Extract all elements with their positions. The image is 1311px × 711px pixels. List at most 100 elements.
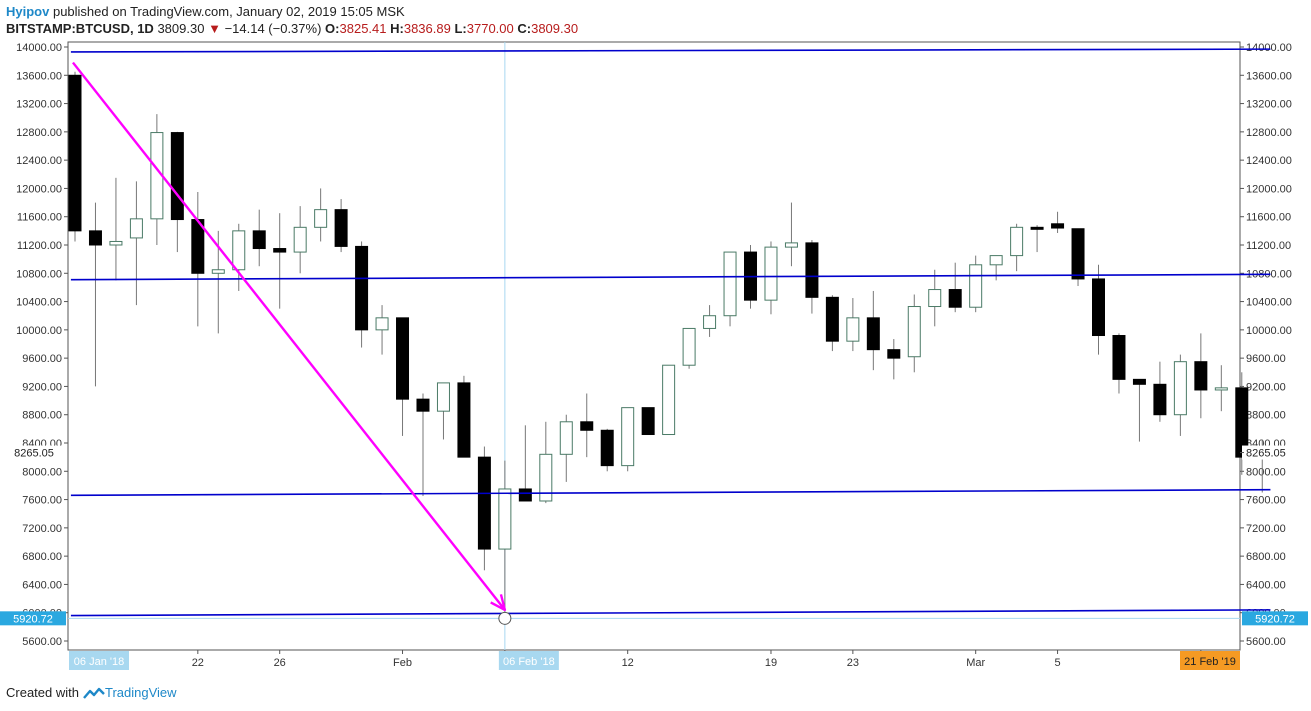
x-tick-label: 26 [274, 657, 286, 669]
y-tick-label-left: 8800.00 [22, 410, 62, 422]
candle-body-down [457, 382, 471, 458]
candle-body-down [252, 230, 266, 250]
candle-body-down [1235, 387, 1249, 458]
candle-body-down [1194, 361, 1208, 391]
date-tag [498, 651, 559, 670]
open-value: 3825.41 [339, 21, 387, 36]
candle-body-down [1071, 228, 1085, 280]
y-tick-label-right: 13200.00 [1246, 99, 1292, 111]
candle-body-down [1092, 278, 1105, 337]
candle-body-up [1214, 387, 1228, 391]
candle-body-down [887, 349, 901, 359]
y-tick-label-right: 10000.00 [1246, 325, 1292, 337]
candle-body-up [314, 209, 328, 228]
candle-body-down [600, 429, 614, 467]
y-tick-label-right: 6800.00 [1246, 551, 1286, 563]
candle-body-down [355, 245, 369, 331]
candle-body-up [703, 315, 717, 329]
trendline-mid-upper[interactable] [70, 273, 1271, 281]
candle-body-up [907, 306, 921, 358]
down-triangle-icon: ▼ [208, 21, 221, 36]
candle-body-down [1030, 226, 1044, 230]
y-tick-label-right: 13600.00 [1246, 70, 1292, 82]
x-tick-label: 19 [765, 657, 777, 669]
tradingview-brand[interactable]: TradingView [83, 685, 177, 700]
arrow-line[interactable] [72, 61, 506, 611]
price-tag-left [0, 611, 66, 626]
trendline-support-bottom[interactable] [70, 609, 1271, 617]
y-tick-label-left: 12000.00 [16, 183, 62, 195]
y-tick-label-left: 10800.00 [16, 268, 62, 280]
open-label: O: [325, 21, 340, 36]
candle-body-up [784, 242, 798, 248]
date-tag-label: 06 Jan '18 [74, 656, 124, 668]
candle-body-up [109, 240, 123, 246]
candle-body-up [436, 382, 450, 412]
candle-body-down [334, 209, 348, 247]
candle-body-down [948, 289, 962, 308]
close-label: C: [517, 21, 532, 36]
y-tick-label-right: 9600.00 [1246, 353, 1286, 365]
candle-body-up [375, 317, 389, 331]
candle-body-up [621, 407, 635, 467]
symbol-legend: BITSTAMP:BTCUSD, 1D 3809.30 ▼ −14.14 (−0… [6, 21, 578, 36]
symbol-name: BITSTAMP:BTCUSD, 1D [6, 21, 154, 36]
y-tick-label-left: 8000.00 [22, 466, 62, 478]
created-with-text: Created with [6, 685, 79, 700]
candle-body-up [539, 453, 553, 502]
date-tag-label: 06 Feb '18 [503, 656, 555, 668]
low-value: 3770.00 [466, 21, 514, 36]
current-price-tag-left [0, 445, 66, 460]
candle-body-down [641, 407, 655, 436]
y-tick-label-left: 14000.00 [16, 42, 62, 54]
published-text: published on TradingView.com, January 02… [52, 4, 405, 19]
price-tag-right [1242, 611, 1308, 626]
candle-body-down [825, 296, 839, 342]
candle-body-down [68, 74, 82, 232]
high-value: 3836.89 [403, 21, 451, 36]
y-tick-label-right: 6400.00 [1246, 579, 1286, 591]
candle-body-down [1132, 378, 1146, 385]
close-value: 3809.30 [531, 21, 579, 36]
y-tick-label-right: 11200.00 [1246, 240, 1291, 252]
high-label: H: [390, 21, 404, 36]
x-tick-label: 12 [622, 657, 634, 669]
last-price: 3809.30 [157, 21, 205, 36]
candle-body-down [416, 398, 430, 412]
price-change: −14.14 (−0.37%) [224, 21, 322, 36]
trendline-resistance-top[interactable] [70, 48, 1271, 53]
candle-body-down [1051, 223, 1065, 229]
price-tag-right-label: 5920.72 [1255, 613, 1295, 625]
y-tick-label-left: 13200.00 [16, 99, 62, 111]
y-tick-label-right: 8000.00 [1246, 466, 1286, 478]
y-tick-label-left: 7200.00 [22, 523, 62, 535]
y-tick-label-left: 13600.00 [16, 70, 62, 82]
current-price-tag-right [1242, 445, 1308, 460]
date-tag-label: 21 Feb '19 [1184, 656, 1236, 668]
tradingview-logo-icon [83, 687, 105, 699]
y-tick-label-right: 7600.00 [1246, 495, 1286, 507]
candle-body-up [1010, 226, 1024, 257]
y-tick-label-right: 7200.00 [1246, 523, 1286, 535]
candle-body-down [518, 488, 532, 502]
y-tick-label-left: 6400.00 [22, 579, 62, 591]
author-name[interactable]: Hyipov [6, 4, 50, 19]
y-tick-label-left: 12400.00 [16, 155, 62, 167]
y-tick-label-left: 7600.00 [22, 495, 62, 507]
candle-body-down [396, 317, 410, 400]
y-tick-label-right: 12000.00 [1246, 183, 1292, 195]
y-tick-label-left: 10400.00 [16, 297, 62, 309]
plot-frame [67, 41, 1241, 651]
candle-body-down [170, 132, 184, 221]
x-tick-label: 5 [1054, 657, 1060, 669]
y-tick-label-left: 12800.00 [16, 127, 62, 139]
y-tick-label-right: 14000.00 [1246, 42, 1292, 54]
y-tick-label-left: 6800.00 [22, 551, 62, 563]
low-label: L: [454, 21, 467, 36]
price-tag-left-label: 5920.72 [13, 613, 53, 625]
candle-body-up [723, 251, 737, 317]
trendline-mid-lower[interactable] [70, 488, 1271, 497]
footer: Created with TradingView [6, 685, 177, 700]
candle-body-up [498, 488, 512, 550]
